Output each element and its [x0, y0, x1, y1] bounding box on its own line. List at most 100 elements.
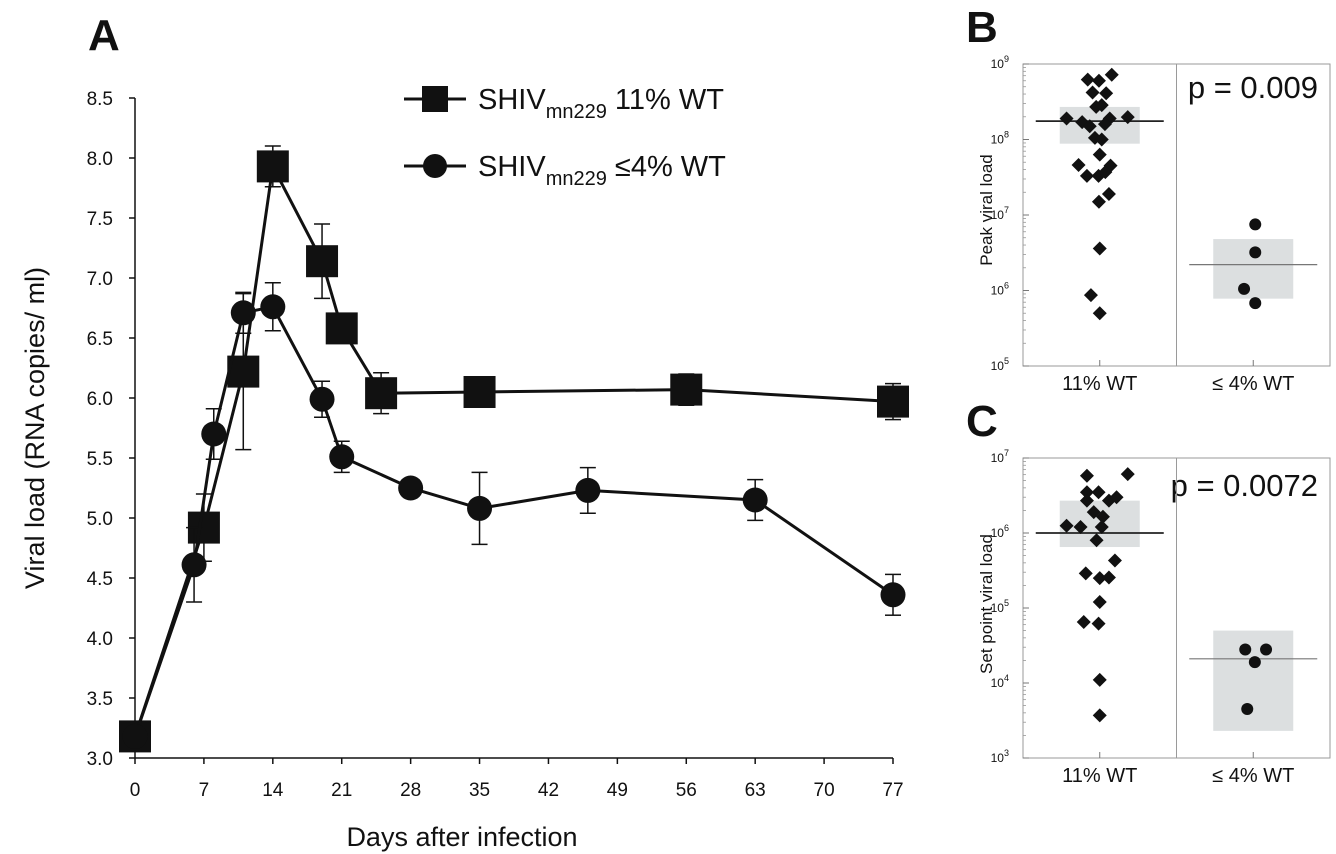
panel-a-point-series-11pct — [306, 245, 339, 278]
panel-c-pvalue: p = 0.0072 — [1171, 468, 1318, 503]
panel-a-y-tick-label: 7.0 — [87, 269, 113, 290]
panel-b-point — [1092, 306, 1107, 321]
panel-a-point-series-11pct — [365, 377, 398, 410]
panel-c-point — [1107, 553, 1122, 568]
panel-c-point — [1092, 571, 1107, 586]
panel-b-pvalue: p = 0.009 — [1188, 70, 1318, 105]
panel-c-range-box — [1213, 630, 1294, 731]
panel-a-x-tick-label: 28 — [400, 780, 421, 801]
panel-a-y-tick-label: 5.0 — [87, 509, 113, 530]
panel-a-point-series-4pct — [880, 582, 906, 608]
panel-c-point — [1241, 703, 1254, 716]
panel-b-point — [1085, 85, 1100, 100]
panel-a-line-series-4pct — [133, 305, 894, 737]
panel-c-point — [1109, 490, 1124, 505]
panel-c-ylabel: Set point viral load — [977, 534, 996, 674]
panel-c-point — [1248, 656, 1261, 669]
panel-a-point-series-4pct — [329, 444, 355, 470]
panel-c-point — [1079, 468, 1094, 483]
panel-a-y-tick-label: 6.0 — [87, 389, 113, 410]
panel-b-point — [1120, 110, 1135, 125]
panel-a-point-series-4pct — [201, 421, 227, 447]
legend-marker-series-4pct — [423, 154, 447, 178]
panel-a-point-series-4pct — [309, 386, 335, 412]
panel-c-point — [1092, 595, 1107, 610]
panel-a-y-tick-label: 3.5 — [87, 689, 113, 710]
panel-b-point — [1249, 218, 1262, 231]
panel-c-category-label: ≤ 4% WT — [1212, 765, 1294, 787]
panel-a-y-tick-label: 4.0 — [87, 629, 113, 650]
panel-b-point — [1091, 73, 1106, 88]
panel-b-y-tick-label: 107 — [991, 205, 1009, 222]
panel-c-point — [1079, 493, 1094, 508]
panel-a-y-tick-label: 5.5 — [87, 449, 113, 470]
panel-a-x-tick-label: 42 — [538, 780, 559, 801]
panel-c-point — [1078, 566, 1093, 581]
panel-a-x-tick-label: 21 — [331, 780, 352, 801]
panel-a-y-tick-label: 6.5 — [87, 329, 113, 350]
panel-c-point — [1094, 520, 1109, 535]
panel-c-point — [1095, 509, 1110, 524]
panel-a-point-series-4pct — [467, 495, 493, 521]
panel-c-category-label: 11% WT — [1062, 765, 1137, 787]
panel-c-point — [1091, 485, 1106, 500]
panel-a-x-tick-label: 77 — [882, 780, 903, 801]
panel-c-point — [1076, 615, 1091, 630]
panel-a-x-tick-label: 56 — [676, 780, 697, 801]
panel-b-category-label: 11% WT — [1062, 373, 1137, 395]
panel-c-plot: 103 104 105 106 107 11% WT ≤ 4% WT — [991, 448, 1331, 787]
panel-b-point — [1083, 288, 1098, 303]
panel-c-y-tick-label: 105 — [991, 598, 1009, 615]
panel-a-x-tick-label: 63 — [745, 780, 766, 801]
panel-b-plot: 105 106 107 108 109 11% WT ≤ 4% WT — [991, 54, 1331, 395]
panel-b-point — [1249, 297, 1262, 310]
panel-c-point — [1260, 643, 1273, 656]
panel-b-point — [1092, 147, 1107, 162]
panel-a-point-series-4pct — [122, 723, 148, 749]
panel-a-plot: 3.0 3.5 4.0 4.5 5.0 5.5 6.0 6.5 7.0 7.5 8.0 8.5 0 7 14… — [87, 84, 909, 801]
panel-c-point — [1091, 616, 1106, 631]
panel-a-point-series-4pct — [575, 477, 601, 503]
panel-b-point — [1059, 111, 1074, 126]
panel-b-point — [1094, 98, 1109, 113]
panel-a-ylabel: Viral load (RNA copies/ ml) — [20, 267, 50, 589]
panel-b-point — [1249, 246, 1262, 259]
panel-c-point — [1101, 570, 1116, 585]
panel-a-y-tick-label: 8.5 — [87, 89, 113, 110]
panel-a-x-tick-label: 7 — [199, 780, 210, 801]
panel-b-point — [1238, 282, 1251, 295]
panel-b-point — [1104, 67, 1119, 82]
panel-a-point-series-11pct — [325, 312, 358, 345]
panel-b-ylabel: Peak viral load — [977, 154, 996, 266]
panel-a-point-series-4pct — [230, 300, 256, 326]
panel-a-point-series-4pct — [742, 487, 768, 513]
panel-b-y-tick-label: 108 — [991, 130, 1009, 147]
panel-c-y-tick-label: 104 — [991, 673, 1009, 690]
panel-b-point — [1080, 72, 1095, 87]
panel-a-y-tick-label: 4.5 — [87, 569, 113, 590]
panel-a-point-series-11pct — [877, 385, 909, 418]
panel-c-point — [1092, 708, 1107, 723]
panel-b-point — [1094, 132, 1109, 147]
panel-a-x-tick-label: 49 — [607, 780, 628, 801]
panel-a-point-series-4pct — [181, 552, 207, 578]
legend-label-series-4pct: SHIVmn229 ≤4% WT — [478, 151, 726, 190]
panel-a-y-tick-label: 7.5 — [87, 209, 113, 230]
panel-a-xlabel: Days after infection — [346, 822, 577, 852]
panel-b-point — [1098, 165, 1113, 180]
panel-a-point-series-11pct — [670, 373, 703, 406]
panel-a-x-tick-label: 70 — [814, 780, 835, 801]
panel-c-point — [1120, 467, 1135, 482]
panel-b-point — [1099, 86, 1114, 101]
panel-b-y-tick-label: 109 — [991, 54, 1009, 71]
legend-label-series-11pct: SHIVmn229 11% WT — [478, 84, 724, 123]
panel-c-point — [1059, 518, 1074, 533]
panel-b-point — [1071, 157, 1086, 172]
panel-b-y-tick-label: 106 — [991, 281, 1009, 298]
panel-c-point — [1073, 520, 1088, 535]
panel-b-category-label: ≤ 4% WT — [1212, 373, 1294, 395]
panel-a-y-tick-label: 8.0 — [87, 149, 113, 170]
panel-b-point — [1082, 119, 1097, 134]
panel-c-point — [1239, 643, 1252, 656]
